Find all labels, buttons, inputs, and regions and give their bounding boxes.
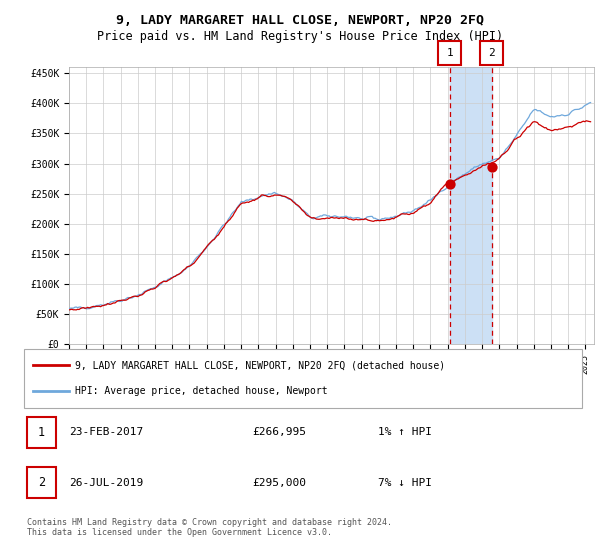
Text: 9, LADY MARGARET HALL CLOSE, NEWPORT, NP20 2FQ (detached house): 9, LADY MARGARET HALL CLOSE, NEWPORT, NP… [75,360,445,370]
Text: 23-FEB-2017: 23-FEB-2017 [69,427,143,437]
Text: 2: 2 [38,476,45,489]
Bar [450,67,492,344]
Text: 26-JUL-2019: 26-JUL-2019 [69,478,143,488]
Text: 1% ↑ HPI: 1% ↑ HPI [378,427,432,437]
Text: 2: 2 [488,48,495,58]
Text: £295,000: £295,000 [252,478,306,488]
Point [445,179,455,188]
Text: HPI: Average price, detached house, Newport: HPI: Average price, detached house, Newp… [75,386,328,396]
Text: 9, LADY MARGARET HALL CLOSE, NEWPORT, NP20 2FQ: 9, LADY MARGARET HALL CLOSE, NEWPORT, NP… [116,14,484,27]
Text: Price paid vs. HM Land Registry's House Price Index (HPI): Price paid vs. HM Land Registry's House … [97,30,503,43]
Text: 1: 1 [38,426,45,439]
Point [487,162,497,171]
Text: 7% ↓ HPI: 7% ↓ HPI [378,478,432,488]
Text: Contains HM Land Registry data © Crown copyright and database right 2024.
This d: Contains HM Land Registry data © Crown c… [27,518,392,538]
Text: 1: 1 [446,48,453,58]
Text: £266,995: £266,995 [252,427,306,437]
